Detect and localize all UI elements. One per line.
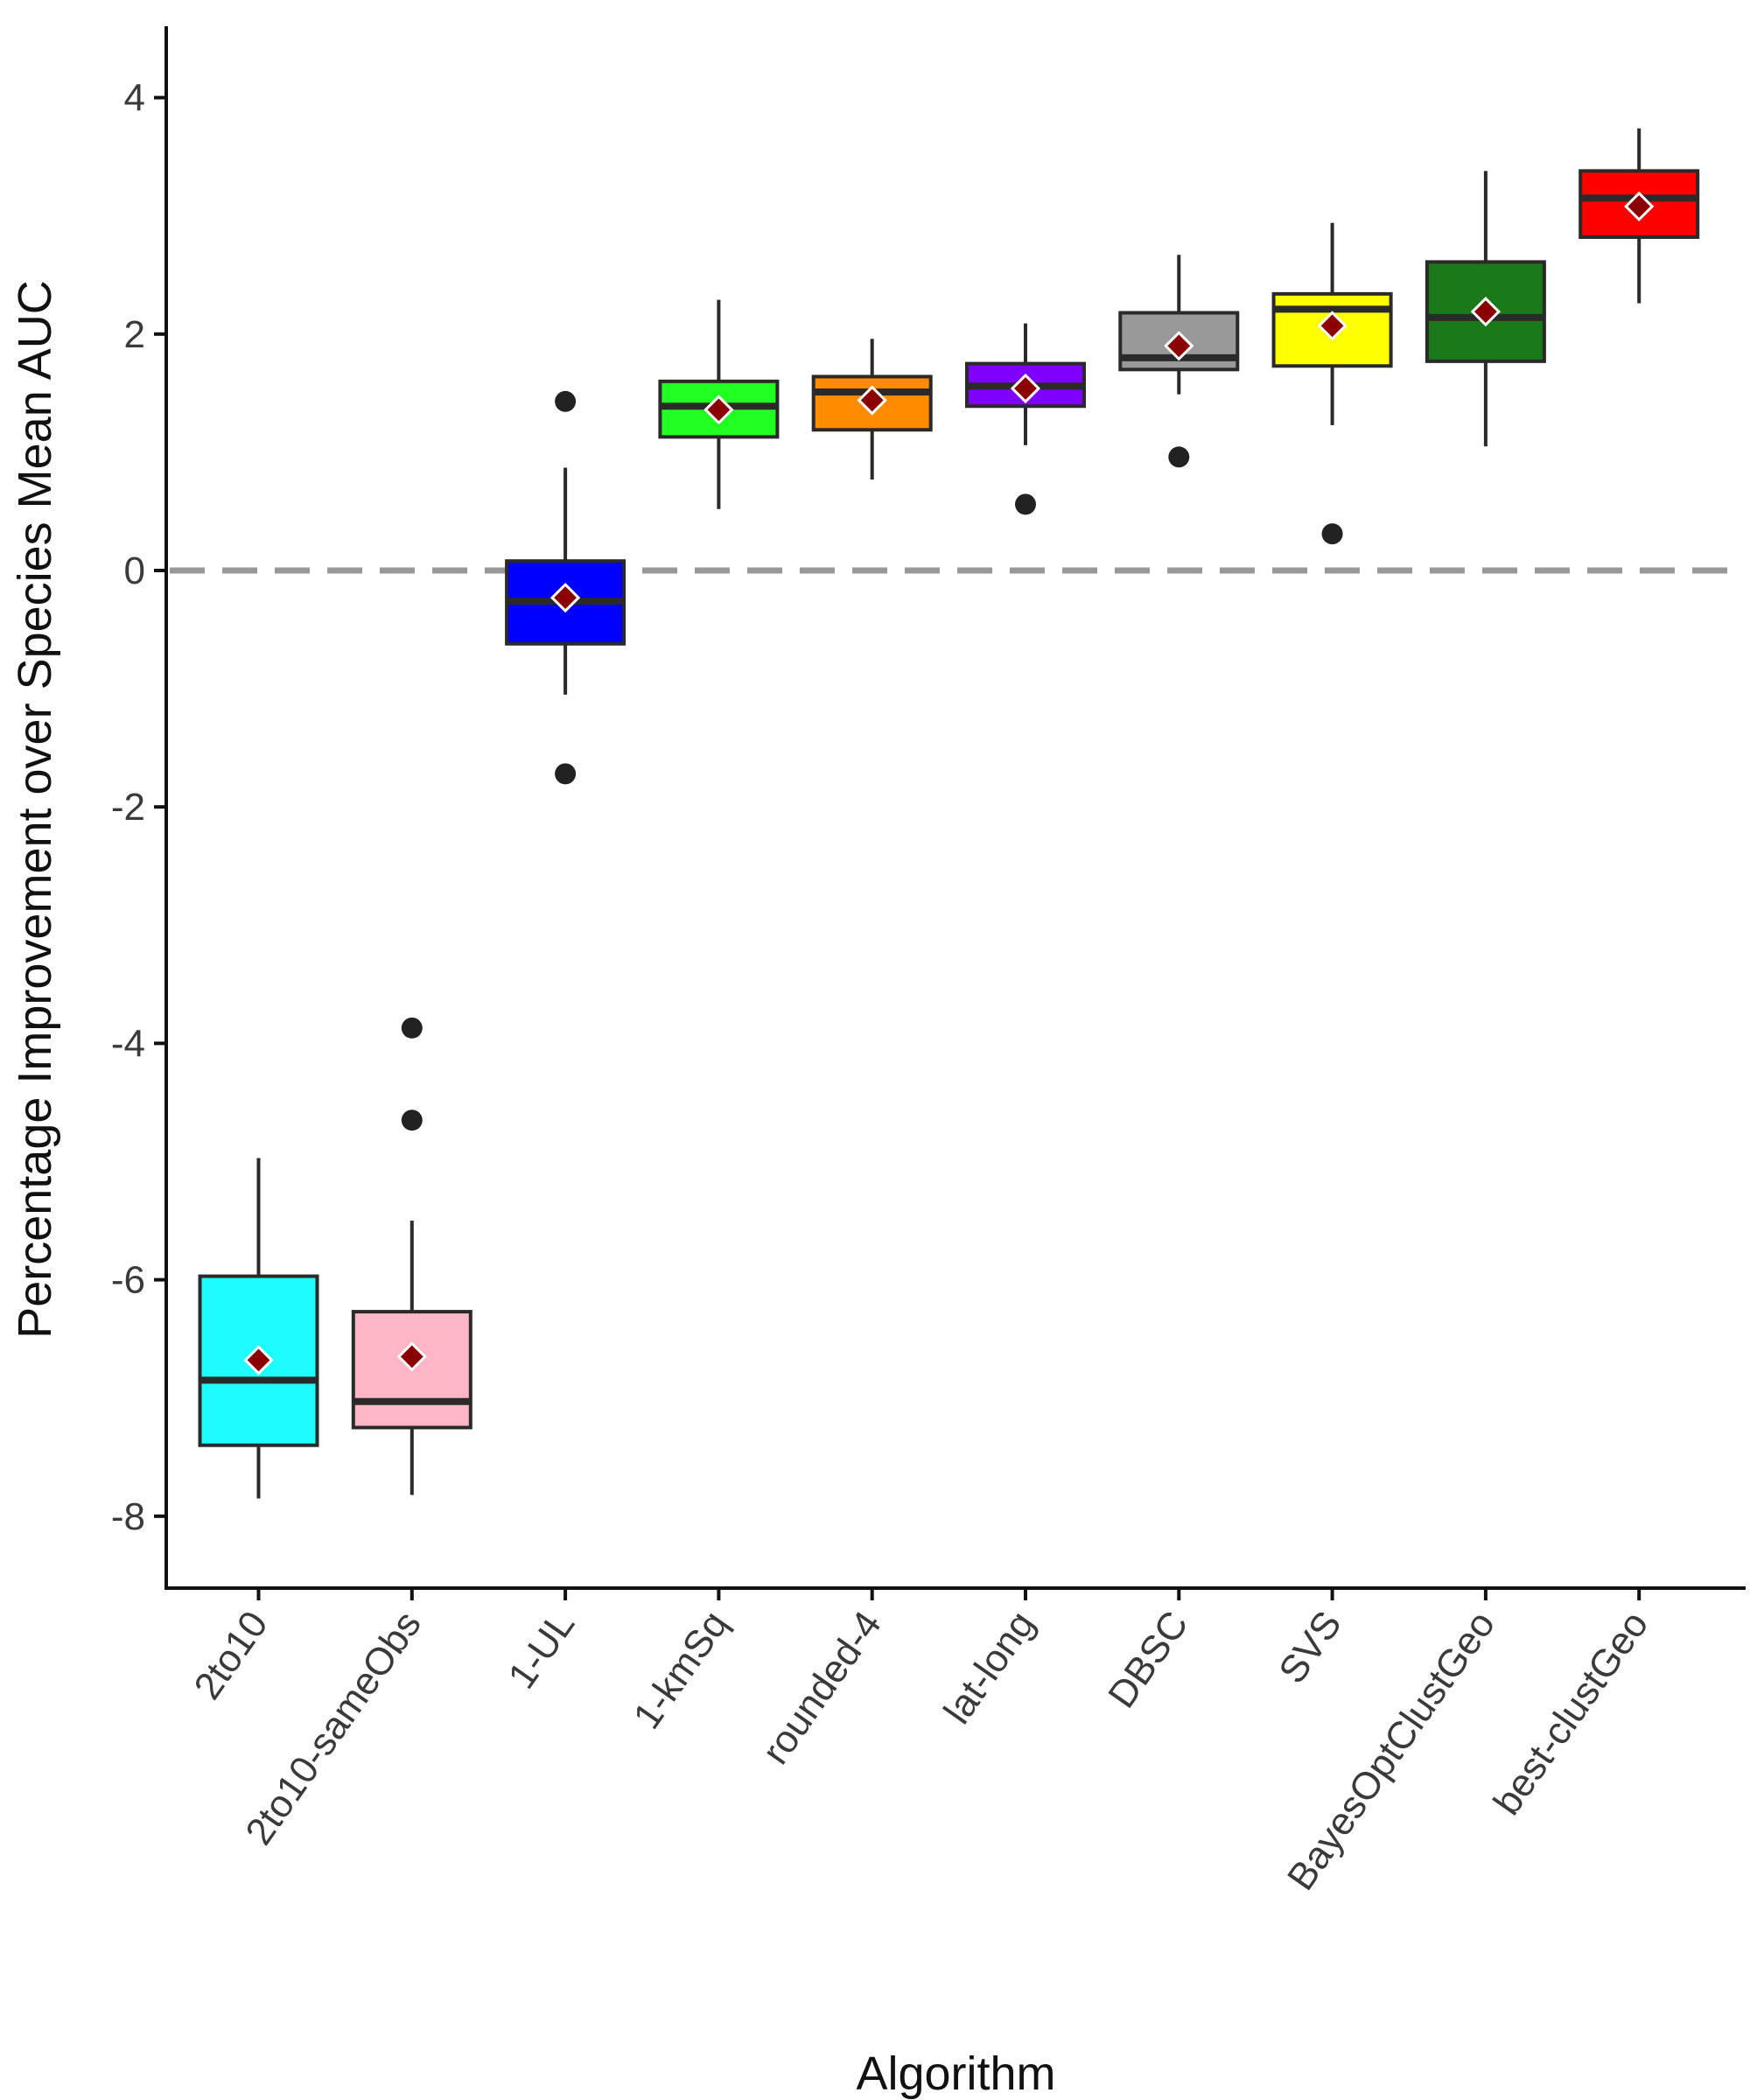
box-group-1-kmSq [658, 299, 780, 509]
y-tick-label: 0 [124, 550, 145, 592]
x-tick-label: best-clustGeo [1486, 1604, 1657, 1823]
outlier-point [1321, 523, 1343, 545]
y-tick-label: -2 [111, 786, 145, 829]
outlier-point [555, 390, 577, 412]
mean-marker [1470, 297, 1502, 327]
y-tick-label: 2 [124, 313, 145, 356]
mean-marker [1164, 331, 1194, 361]
x-tick-label: 1-kmSq [626, 1604, 737, 1737]
mean-marker [857, 385, 887, 416]
x-tick-label: 1-UL [500, 1604, 583, 1697]
x-tick-label: DBSC [1100, 1604, 1196, 1716]
box-group-SVS [1271, 222, 1393, 545]
outlier-point [1015, 494, 1036, 515]
y-tick-label: -6 [111, 1259, 145, 1302]
mean-marker [1624, 191, 1655, 222]
box-group-1-UL [505, 390, 626, 785]
y-tick-label: -8 [111, 1495, 145, 1538]
mean-marker [243, 1345, 274, 1376]
mean-marker [1317, 311, 1348, 341]
mean-marker [550, 582, 581, 613]
x-tick-label: lat-long [935, 1604, 1043, 1732]
box-group-best-clustGeo [1578, 128, 1700, 304]
mean-marker [1010, 373, 1041, 404]
x-tick-label: rounded-4 [754, 1604, 890, 1772]
y-tick-label: -4 [111, 1022, 145, 1065]
x-axis-title: Algorithm [856, 2048, 1055, 2100]
x-tick-label: 2to10 [186, 1604, 276, 1707]
y-tick-label: 4 [124, 77, 145, 120]
outlier-point [555, 763, 577, 785]
x-tick-label: SVS [1270, 1604, 1350, 1691]
box-group-rounded-4 [811, 339, 933, 480]
box-group-lat-long [965, 323, 1086, 515]
outlier-point [1168, 446, 1190, 468]
outlier-point [401, 1017, 423, 1039]
box-group-BayesOptClustGeo [1424, 171, 1546, 447]
mean-marker [704, 395, 734, 425]
boxes-layer [198, 128, 1700, 1499]
outlier-point [401, 1110, 423, 1131]
box-group-2to10-sameObs [351, 1017, 472, 1495]
box-group-DBSC [1118, 255, 1240, 468]
mean-marker [396, 1341, 427, 1372]
box-group-2to10 [198, 1158, 319, 1499]
y-axis-title: Percentage Improvement over Species Mean… [9, 280, 61, 1339]
